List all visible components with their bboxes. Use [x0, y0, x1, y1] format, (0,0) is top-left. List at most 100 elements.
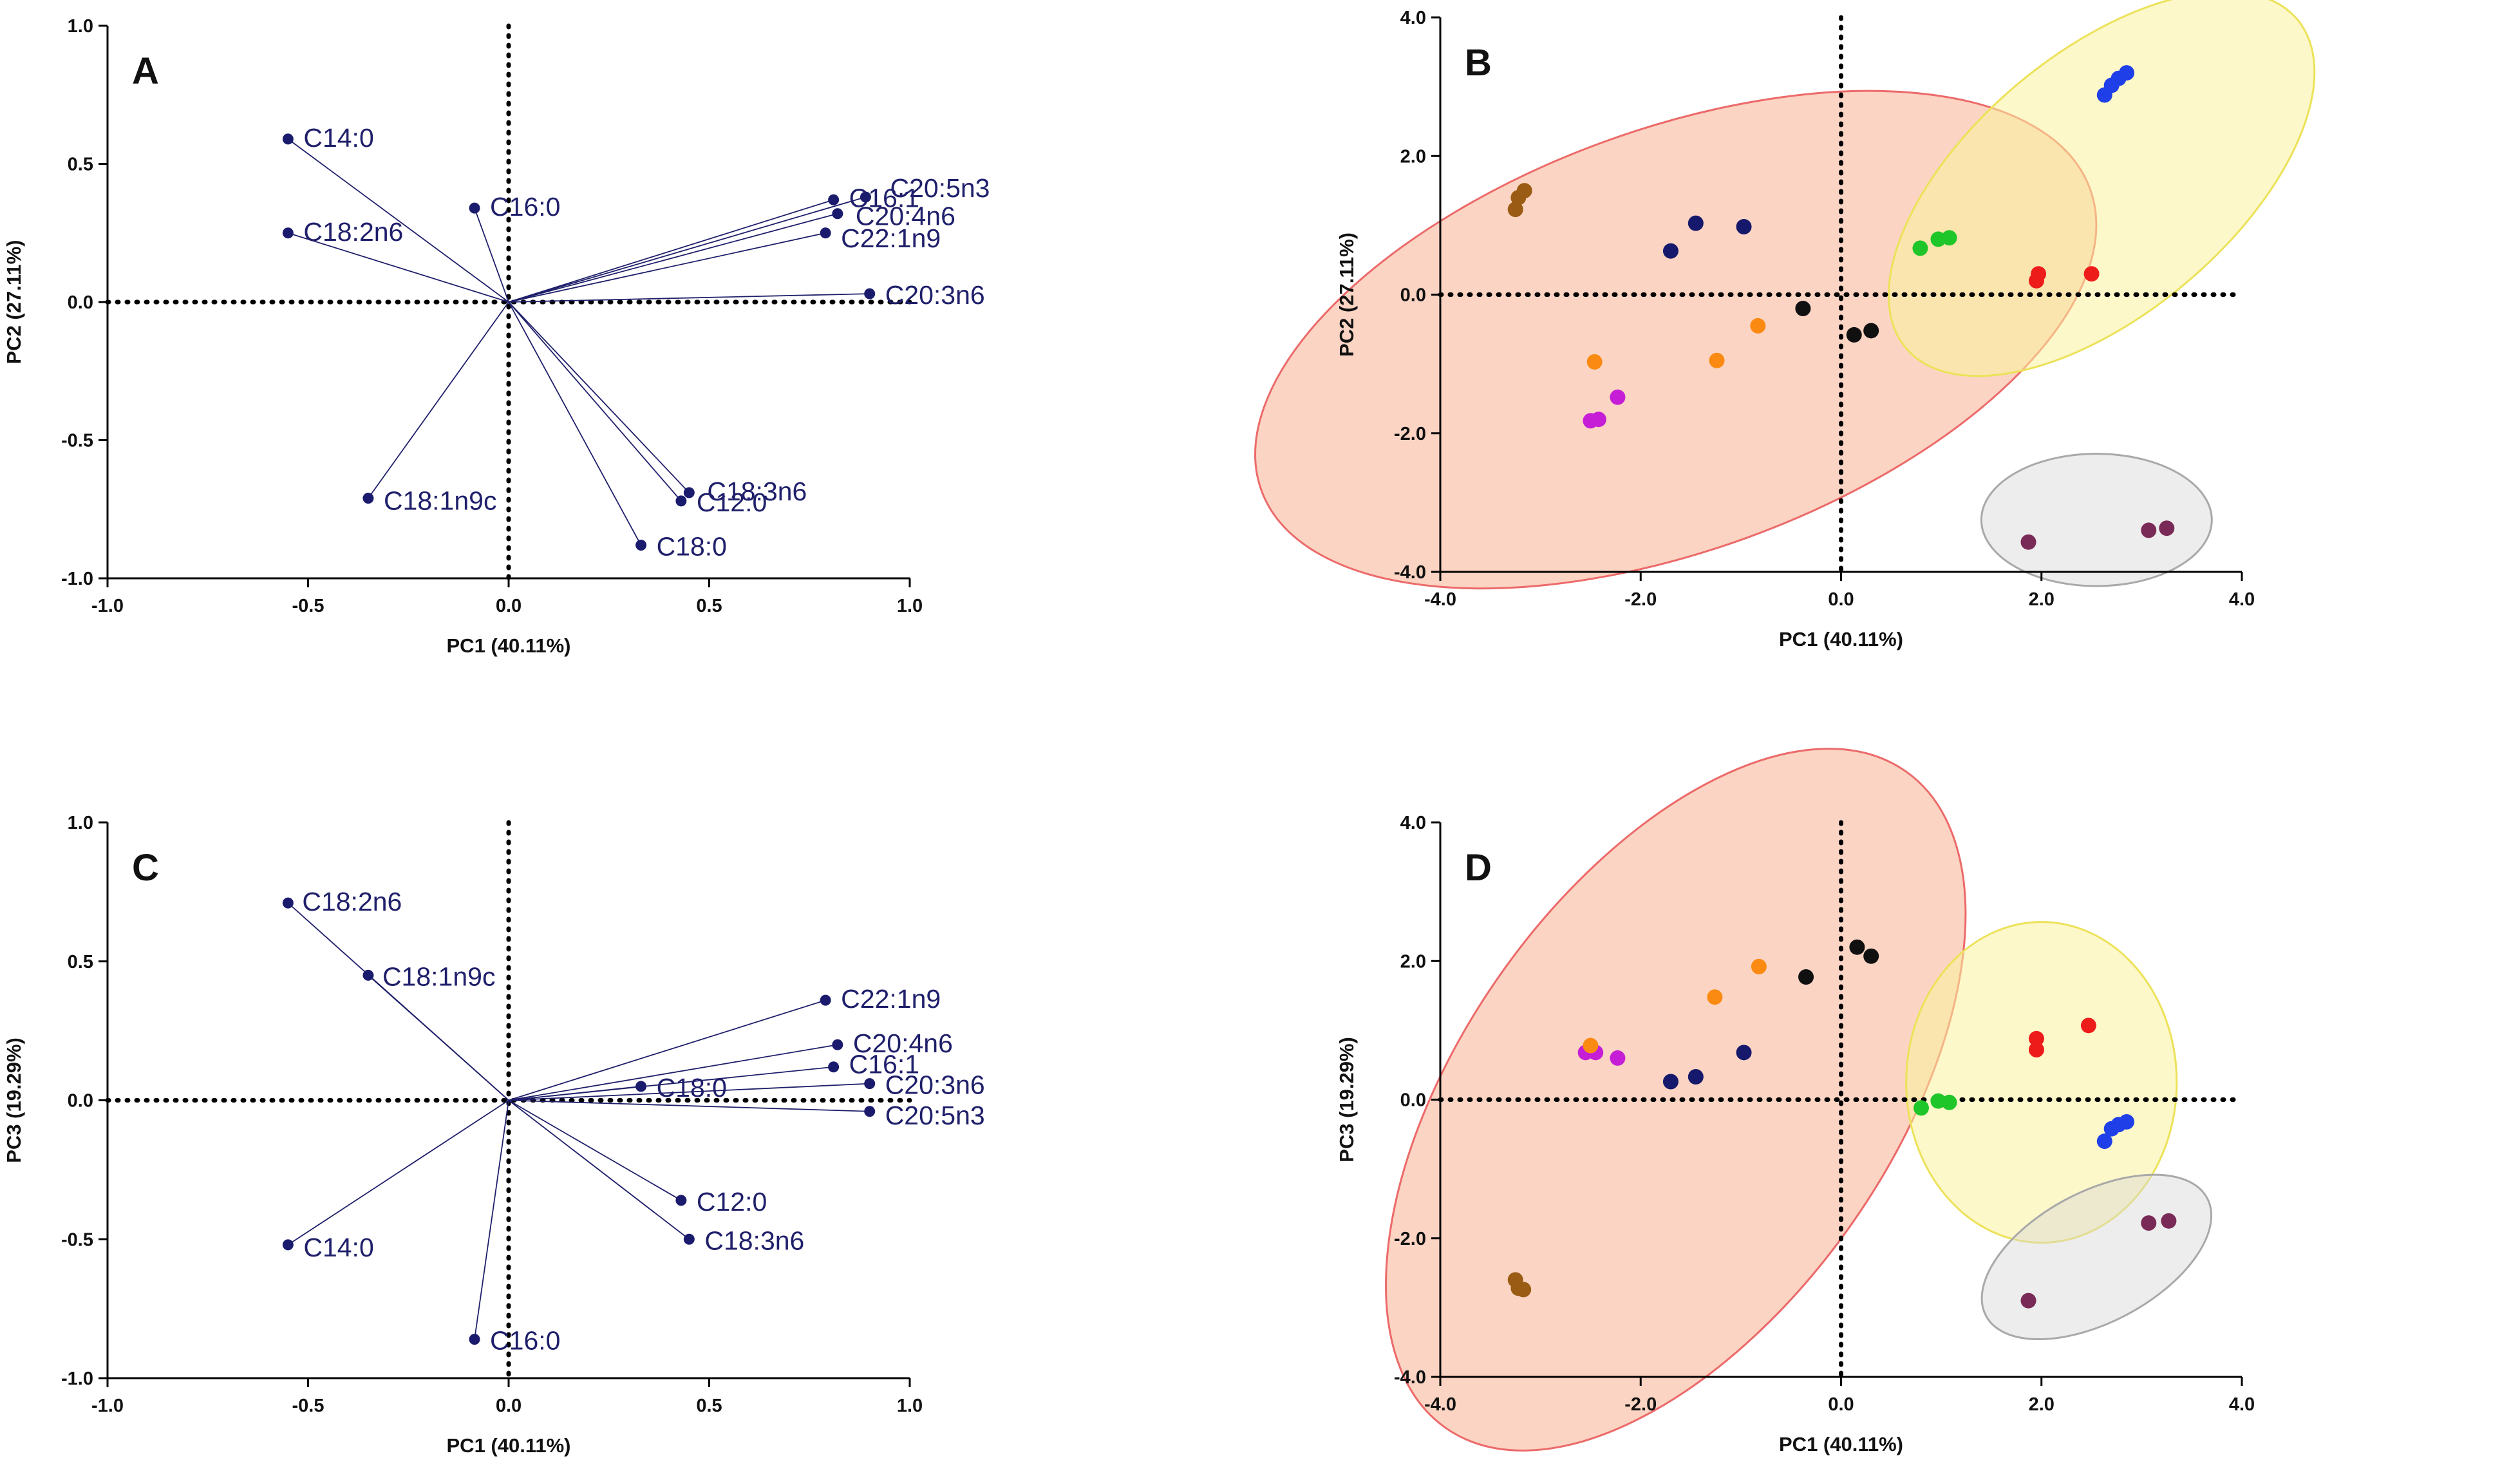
score-point[interactable]	[1516, 183, 1532, 199]
score-point[interactable]	[1516, 1282, 1532, 1298]
score-point[interactable]	[1941, 230, 1957, 246]
score-point[interactable]	[2028, 1042, 2044, 1058]
score-point[interactable]	[1798, 969, 1814, 985]
score-point[interactable]	[1610, 1050, 1626, 1066]
score-point[interactable]	[1662, 1074, 1678, 1090]
score-point[interactable]	[2096, 1133, 2112, 1150]
loading-label: C16:0	[490, 192, 560, 222]
score-point[interactable]	[1688, 1068, 1704, 1085]
y-axis-title: PC3 (19.29%)	[1335, 1037, 1358, 1162]
loading-point[interactable]	[820, 994, 831, 1006]
x-axis-title: PC1 (40.11%)	[1779, 628, 1903, 650]
score-point[interactable]	[1846, 327, 1862, 343]
loading-label: C14:0	[303, 1233, 373, 1262]
loading-vector	[508, 301, 690, 493]
x-tick-label: 1.0	[897, 1396, 923, 1416]
score-point[interactable]	[2161, 1213, 2177, 1229]
score-point[interactable]	[2080, 1018, 2096, 1034]
score-point[interactable]	[1863, 948, 1879, 964]
score-point[interactable]	[1662, 243, 1678, 259]
loading-vector	[508, 1099, 682, 1201]
loading-point[interactable]	[635, 540, 647, 551]
loading-point[interactable]	[469, 1334, 480, 1345]
score-point[interactable]	[1586, 354, 1603, 370]
loading-point[interactable]	[864, 288, 876, 299]
loading-label: C18:1n9c	[382, 962, 496, 991]
score-point[interactable]	[2020, 534, 2036, 550]
y-tick-label: 0.5	[68, 155, 93, 175]
score-point[interactable]	[2159, 520, 2175, 536]
cluster-ellipse	[1905, 921, 2178, 1244]
y-tick-label: 0.0	[1400, 285, 1426, 306]
score-point[interactable]	[2141, 1215, 2157, 1231]
score-point[interactable]	[1736, 219, 1752, 235]
loading-point[interactable]	[469, 202, 480, 214]
loading-vector	[508, 293, 870, 303]
score-point[interactable]	[2083, 266, 2100, 282]
loading-label: C18:0	[657, 1073, 727, 1103]
score-point[interactable]	[1795, 301, 1811, 317]
score-point[interactable]	[2031, 266, 2047, 282]
panel-label: A	[132, 50, 159, 92]
loading-point[interactable]	[860, 191, 871, 203]
loading-point[interactable]	[683, 487, 695, 498]
score-point[interactable]	[2119, 1113, 2135, 1130]
score-point[interactable]	[1507, 202, 1523, 218]
score-point[interactable]	[1941, 1094, 1957, 1110]
score-point[interactable]	[1863, 323, 1879, 339]
x-tick-label: 2.0	[2029, 589, 2055, 610]
y-tick-label: -1.0	[61, 569, 93, 589]
loading-point[interactable]	[820, 227, 831, 239]
score-point[interactable]	[1688, 215, 1704, 231]
loading-point[interactable]	[683, 1233, 695, 1245]
loading-point[interactable]	[362, 969, 374, 981]
score-point[interactable]	[2028, 1030, 2044, 1047]
loading-vector	[508, 196, 866, 303]
loading-point[interactable]	[828, 1061, 840, 1073]
loading-point[interactable]	[828, 194, 840, 205]
loading-point[interactable]	[832, 208, 843, 220]
score-point[interactable]	[2020, 1293, 2036, 1309]
score-point[interactable]	[1750, 317, 1766, 334]
score-point[interactable]	[2141, 522, 2157, 538]
loading-point[interactable]	[282, 133, 294, 145]
loading-point[interactable]	[864, 1106, 876, 1117]
score-point[interactable]	[1751, 958, 1767, 974]
loading-point[interactable]	[282, 227, 294, 239]
x-axis-title: PC1 (40.11%)	[1779, 1433, 1903, 1455]
score-point[interactable]	[1707, 989, 1723, 1005]
loading-point[interactable]	[635, 1081, 647, 1092]
score-point[interactable]	[1912, 240, 1928, 256]
loading-point[interactable]	[282, 897, 294, 909]
y-tick-label: -2.0	[1394, 424, 1426, 444]
score-point[interactable]	[1583, 1037, 1599, 1054]
score-point[interactable]	[1590, 412, 1606, 428]
loading-point[interactable]	[675, 1195, 687, 1206]
loading-label: C20:5n3	[890, 173, 990, 203]
panel-c: -1.0 -0.5 0.0 0.5 1.0 -1.0 -0.5 0.0 0.5 1.0 PC1 (4…	[3, 813, 985, 1457]
x-tick-label: -0.5	[292, 1396, 324, 1416]
x-tick-label: 0.5	[696, 596, 722, 616]
score-point[interactable]	[1736, 1045, 1752, 1061]
score-point[interactable]	[1914, 1100, 1929, 1116]
loading-point[interactable]	[675, 495, 687, 507]
loading-vector	[287, 138, 509, 303]
loading-vector	[287, 1099, 509, 1246]
loading-label: C20:5n3	[885, 1101, 985, 1130]
score-point[interactable]	[1849, 939, 1865, 955]
score-point[interactable]	[2119, 65, 2135, 81]
panel-label: C	[132, 847, 159, 889]
loading-point[interactable]	[362, 493, 374, 504]
x-tick-label: 2.0	[2029, 1394, 2055, 1415]
score-point[interactable]	[1709, 352, 1725, 368]
x-tick-label: -2.0	[1624, 1394, 1657, 1415]
loading-point[interactable]	[282, 1239, 294, 1251]
score-point[interactable]	[1610, 389, 1626, 405]
panel-label: B	[1465, 42, 1492, 84]
y-axis-title: PC2 (27.11%)	[3, 240, 25, 365]
x-tick-label: 0.0	[496, 1396, 522, 1416]
loading-point[interactable]	[864, 1078, 876, 1090]
loading-point[interactable]	[832, 1039, 843, 1050]
y-tick-label: 1.0	[68, 16, 93, 37]
